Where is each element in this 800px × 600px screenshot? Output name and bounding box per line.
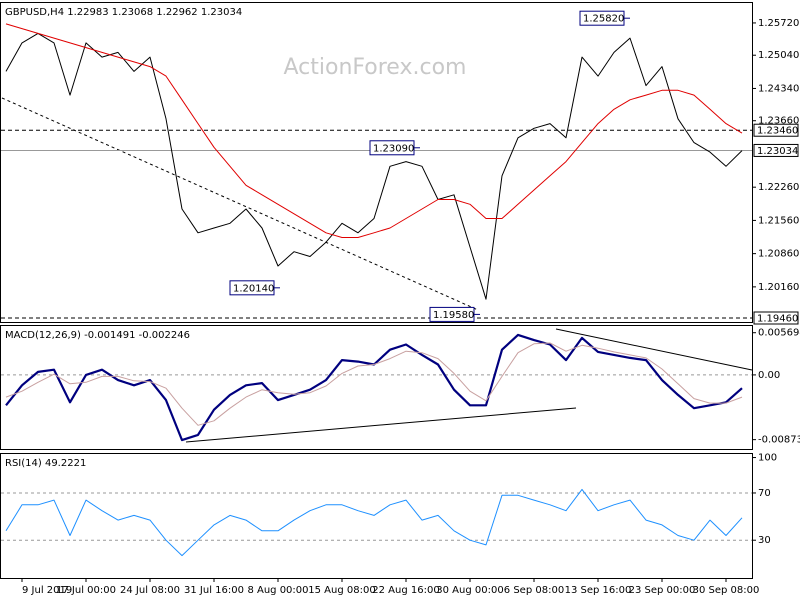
x-tick-label: 6 Sep 08:00 — [504, 585, 564, 596]
annotation-label: 1.25820 — [583, 14, 624, 25]
y-tick-label: 1.25040 — [758, 50, 799, 61]
price-label-box — [753, 143, 799, 157]
x-tick-label: 8 Aug 00:00 — [247, 585, 308, 596]
panel-title: MACD(12,26,9) -0.001491 -0.002246 — [5, 330, 190, 341]
y-tick-label: -0.008737 — [758, 435, 800, 446]
panel-title: RSI(14) 49.2221 — [5, 458, 86, 469]
annotation-label: 1.23090 — [373, 143, 414, 154]
y-tick-label: 1.20860 — [758, 249, 799, 260]
annotation-label: 1.19580 — [433, 310, 474, 321]
watermark: ActionForex.com — [284, 55, 467, 80]
trend-line — [555, 328, 753, 371]
panel-title: GBPUSD,H4 1.22983 1.23068 1.22962 1.2303… — [5, 7, 242, 18]
x-tick-label: 30 Sep 08:00 — [693, 585, 760, 596]
annotation-box — [429, 306, 475, 322]
rsi-panel — [0, 453, 753, 579]
x-tick-label: 17 Jul 00:00 — [56, 585, 116, 596]
price-panel — [0, 2, 753, 323]
y-tick-label: 1.21560 — [758, 215, 799, 226]
x-tick-label: 9 Jul 2019 — [22, 585, 72, 596]
x-tick-label: 15 Aug 08:00 — [308, 585, 375, 596]
price-label-box — [753, 123, 799, 137]
y-tick-label: 0.005694 — [758, 328, 800, 339]
x-tick-label: 24 Jul 08:00 — [120, 585, 180, 596]
price-label: 1.23034 — [757, 146, 798, 157]
y-tick-label: 1.25720 — [758, 18, 799, 29]
series-line — [5, 23, 743, 238]
x-tick-label: 30 Aug 00:00 — [436, 585, 503, 596]
x-tick-label: 23 Sep 00:00 — [629, 585, 696, 596]
annotation-box — [369, 140, 415, 156]
y-tick-label: 1.22260 — [758, 182, 799, 193]
series-line — [5, 342, 743, 426]
y-tick-label: 30 — [758, 535, 771, 546]
y-tick-label: 100 — [758, 453, 777, 464]
y-tick-label: 0.00 — [758, 370, 780, 381]
y-tick-label: 1.23660 — [758, 116, 799, 127]
x-tick-label: 13 Sep 16:00 — [565, 585, 632, 596]
annotation-label: 1.20140 — [233, 283, 274, 294]
annotation-box — [579, 10, 625, 26]
price-label-box — [753, 311, 799, 325]
y-tick-label: 70 — [758, 488, 771, 499]
series-line — [5, 32, 743, 300]
x-tick-label: 31 Jul 16:00 — [184, 585, 244, 596]
macd-panel — [0, 325, 753, 450]
series-line — [5, 488, 743, 557]
y-tick-label: 1.24340 — [758, 83, 799, 94]
y-tick-label: 1.20160 — [758, 282, 799, 293]
trend-line — [1, 97, 479, 311]
price-label: 1.19460 — [757, 314, 798, 325]
price-label: 1.23460 — [757, 126, 798, 137]
annotation-box — [229, 280, 275, 296]
x-tick-label: 22 Aug 16:00 — [372, 585, 439, 596]
trend-line — [185, 407, 577, 443]
